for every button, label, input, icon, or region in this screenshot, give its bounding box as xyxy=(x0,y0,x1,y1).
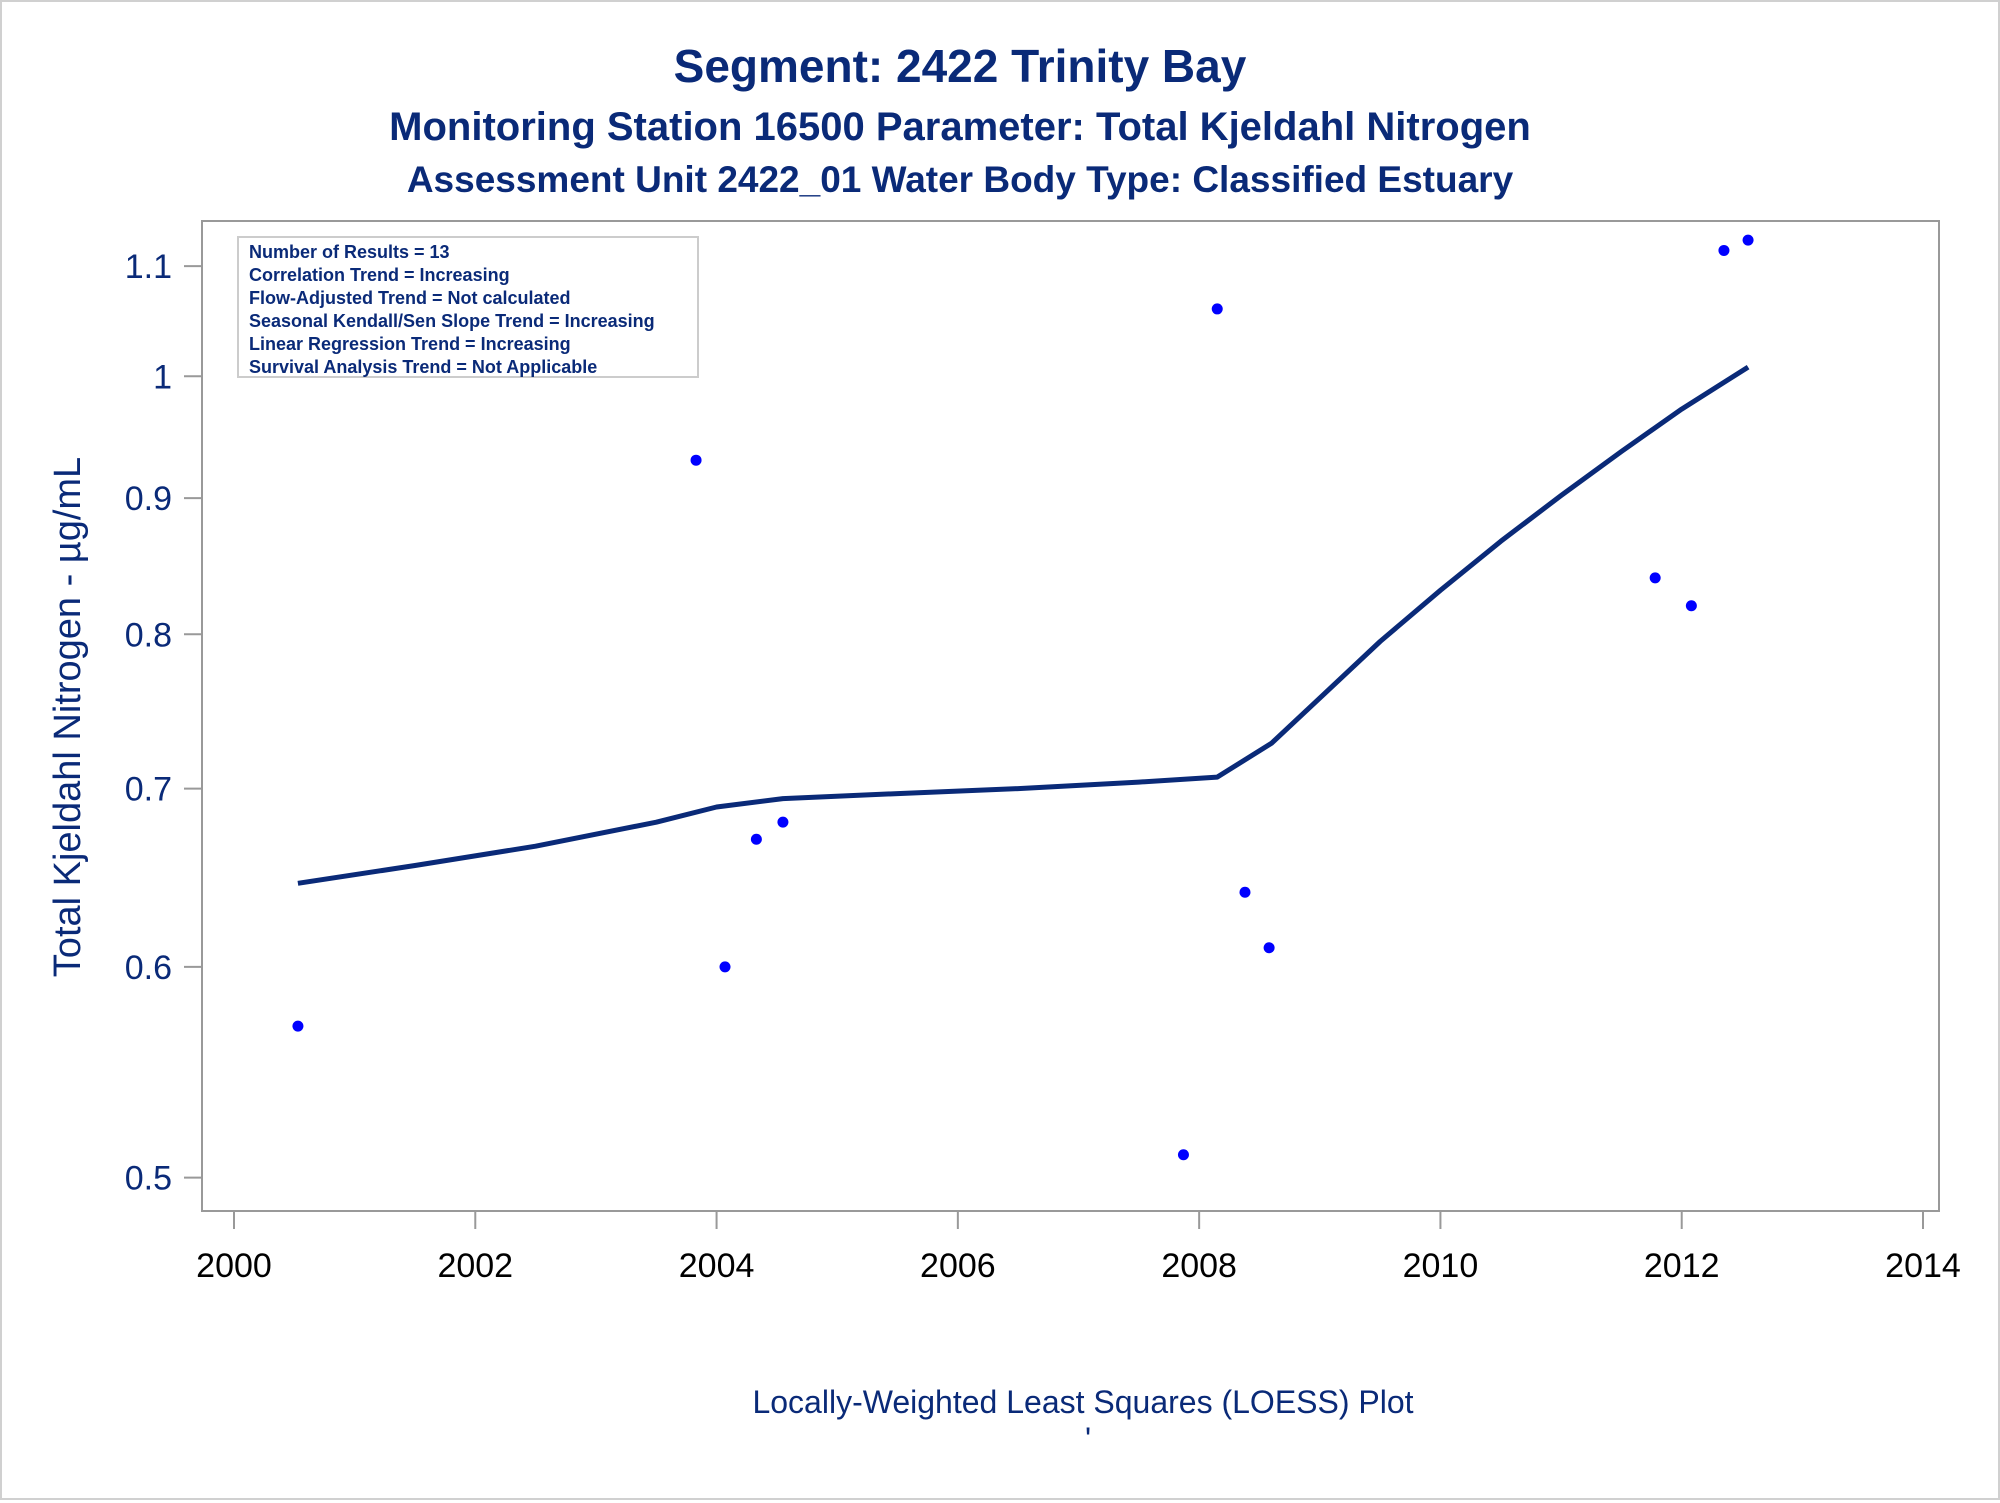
chart-subtitle-2: Assessment Unit 2422_01 Water Body Type:… xyxy=(407,159,1514,200)
x-tick-label: 2010 xyxy=(1403,1247,1479,1285)
x-tick-label: 2014 xyxy=(1885,1247,1961,1285)
legend-entry: Survival Analysis Trend = Not Applicable xyxy=(249,357,597,377)
data-point xyxy=(1239,886,1251,898)
y-tick-label: 0.7 xyxy=(125,771,172,809)
y-axis-label: Total Kjeldahl Nitrogen - µg/mL xyxy=(47,457,89,977)
y-tick-label: 0.8 xyxy=(125,616,172,654)
x-tick-label: 2000 xyxy=(196,1247,272,1285)
data-point xyxy=(777,816,789,828)
data-point xyxy=(690,454,702,466)
data-point xyxy=(1742,234,1754,246)
loess-line-group xyxy=(297,364,1750,886)
chart-footnote: Locally-Weighted Least Squares (LOESS) P… xyxy=(752,1384,1413,1420)
data-point xyxy=(1718,244,1730,256)
chart-title: Segment: 2422 Trinity Bay xyxy=(674,40,1247,92)
data-point xyxy=(1177,1149,1189,1161)
y-tick-label: 0.9 xyxy=(125,480,172,518)
legend-entry: Correlation Trend = Increasing xyxy=(249,265,510,285)
data-point xyxy=(719,961,731,973)
legend-box xyxy=(237,236,699,378)
x-tick-label: 2004 xyxy=(679,1247,755,1285)
y-tick-label: 0.5 xyxy=(125,1160,172,1198)
x-tick-label: 2002 xyxy=(437,1247,513,1285)
y-tick-label: 1.1 xyxy=(125,248,172,286)
data-point xyxy=(1649,572,1661,584)
legend: Number of Results = 13 Correlation Trend … xyxy=(249,242,655,377)
x-tick-label: 2012 xyxy=(1644,1247,1720,1285)
y-axis: 0.5 0.6 0.7 0.8 0.9 1 1.1 xyxy=(125,248,202,1198)
data-point xyxy=(750,833,762,845)
data-point xyxy=(292,1020,304,1032)
loess-line xyxy=(297,364,1750,886)
data-point xyxy=(1685,600,1697,612)
y-tick-label: 1 xyxy=(153,358,172,396)
legend-entry: Seasonal Kendall/Sen Slope Trend = Incre… xyxy=(249,311,655,331)
legend-entry: Number of Results = 13 xyxy=(249,242,450,262)
y-tick-label: 0.6 xyxy=(125,949,172,987)
data-point xyxy=(1211,303,1223,315)
legend-entry: Linear Regression Trend = Increasing xyxy=(249,334,571,354)
plot-area xyxy=(201,220,1940,1212)
data-point xyxy=(1263,942,1275,954)
chart-subtitle: Monitoring Station 16500 Parameter: Tota… xyxy=(389,105,1531,149)
x-tick-label: 2006 xyxy=(920,1247,996,1285)
x-tick-label: 2008 xyxy=(1161,1247,1237,1285)
scatter-points-group xyxy=(292,234,1754,1161)
legend-entry: Flow-Adjusted Trend = Not calculated xyxy=(249,288,571,308)
chart-footnote-mark: ' xyxy=(1085,1421,1091,1457)
x-axis: 2000 2002 2004 2006 2008 2010 2012 2014 xyxy=(196,1211,1961,1285)
